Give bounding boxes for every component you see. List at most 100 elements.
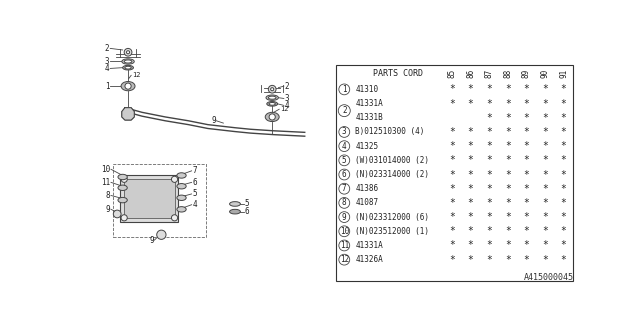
Text: 88: 88 xyxy=(503,69,512,78)
Text: *: * xyxy=(449,155,455,165)
Text: *: * xyxy=(561,170,566,180)
Circle shape xyxy=(339,212,349,222)
Ellipse shape xyxy=(124,60,132,63)
Text: *: * xyxy=(486,84,492,94)
Ellipse shape xyxy=(177,195,186,201)
Text: *: * xyxy=(486,255,492,265)
Text: *: * xyxy=(449,184,455,194)
Circle shape xyxy=(172,176,178,182)
Text: *: * xyxy=(524,155,529,165)
Text: *: * xyxy=(449,84,455,94)
Text: 7: 7 xyxy=(193,166,197,175)
Text: *: * xyxy=(524,84,529,94)
Text: *: * xyxy=(468,127,474,137)
Text: *: * xyxy=(524,141,529,151)
Circle shape xyxy=(339,169,349,180)
Text: *: * xyxy=(486,99,492,108)
Ellipse shape xyxy=(122,59,134,64)
Text: 41331A: 41331A xyxy=(355,241,383,250)
Text: *: * xyxy=(486,113,492,123)
Text: *: * xyxy=(468,240,474,251)
Circle shape xyxy=(339,105,350,116)
Text: *: * xyxy=(542,184,548,194)
Text: *: * xyxy=(486,226,492,236)
Text: 2: 2 xyxy=(342,106,347,115)
Text: 4: 4 xyxy=(342,142,347,151)
Text: 1: 1 xyxy=(105,82,109,91)
Text: B)012510300 (4): B)012510300 (4) xyxy=(355,127,424,136)
Text: 9: 9 xyxy=(106,205,110,214)
Circle shape xyxy=(124,48,132,56)
Ellipse shape xyxy=(121,82,135,91)
Text: 85: 85 xyxy=(447,69,456,78)
Text: 8: 8 xyxy=(342,198,347,207)
Text: PARTS CORD: PARTS CORD xyxy=(372,69,423,78)
Text: *: * xyxy=(524,170,529,180)
Ellipse shape xyxy=(123,65,134,70)
Text: 6: 6 xyxy=(193,178,197,187)
Ellipse shape xyxy=(230,209,241,214)
Text: *: * xyxy=(468,84,474,94)
Text: *: * xyxy=(561,255,566,265)
Text: *: * xyxy=(542,198,548,208)
Text: *: * xyxy=(449,170,455,180)
Text: *: * xyxy=(542,170,548,180)
Text: 5: 5 xyxy=(342,156,347,165)
Text: 12: 12 xyxy=(280,106,289,112)
Bar xyxy=(336,65,573,281)
Circle shape xyxy=(339,254,349,265)
Ellipse shape xyxy=(118,185,127,190)
Text: *: * xyxy=(561,226,566,236)
Circle shape xyxy=(172,215,178,221)
Text: *: * xyxy=(542,212,548,222)
Text: *: * xyxy=(486,198,492,208)
Text: 41326A: 41326A xyxy=(355,255,383,264)
Text: 12: 12 xyxy=(132,72,140,78)
Text: *: * xyxy=(468,99,474,108)
Text: *: * xyxy=(524,212,529,222)
Circle shape xyxy=(127,51,130,54)
Text: *: * xyxy=(542,226,548,236)
Text: 41310: 41310 xyxy=(355,85,378,94)
Text: 8: 8 xyxy=(106,191,110,200)
Ellipse shape xyxy=(177,184,186,189)
Ellipse shape xyxy=(118,174,127,180)
Text: *: * xyxy=(524,184,529,194)
Text: 41331A: 41331A xyxy=(355,99,383,108)
Circle shape xyxy=(125,83,131,89)
Text: *: * xyxy=(542,99,548,108)
Text: *: * xyxy=(561,127,566,137)
Text: *: * xyxy=(524,198,529,208)
Text: *: * xyxy=(505,212,511,222)
Circle shape xyxy=(339,197,349,208)
Text: 10: 10 xyxy=(340,227,349,236)
Ellipse shape xyxy=(125,66,131,69)
Text: *: * xyxy=(561,240,566,251)
Text: *: * xyxy=(542,255,548,265)
Text: *: * xyxy=(561,198,566,208)
Text: *: * xyxy=(468,170,474,180)
Ellipse shape xyxy=(266,95,278,100)
Text: *: * xyxy=(449,141,455,151)
Text: *: * xyxy=(561,212,566,222)
Text: (N)023312000 (6): (N)023312000 (6) xyxy=(355,212,429,221)
Ellipse shape xyxy=(268,96,276,99)
Text: *: * xyxy=(542,155,548,165)
Text: 2: 2 xyxy=(105,44,109,53)
Text: *: * xyxy=(561,99,566,108)
Text: 2: 2 xyxy=(285,82,289,91)
Text: *: * xyxy=(561,155,566,165)
Text: *: * xyxy=(449,127,455,137)
Text: *: * xyxy=(505,84,511,94)
Text: *: * xyxy=(486,141,492,151)
Text: *: * xyxy=(542,141,548,151)
Text: *: * xyxy=(486,184,492,194)
Text: *: * xyxy=(449,198,455,208)
Text: (W)031014000 (2): (W)031014000 (2) xyxy=(355,156,429,165)
Text: *: * xyxy=(561,113,566,123)
Text: *: * xyxy=(468,198,474,208)
Circle shape xyxy=(121,215,127,221)
Text: *: * xyxy=(486,170,492,180)
Circle shape xyxy=(268,85,276,93)
Ellipse shape xyxy=(230,202,241,206)
